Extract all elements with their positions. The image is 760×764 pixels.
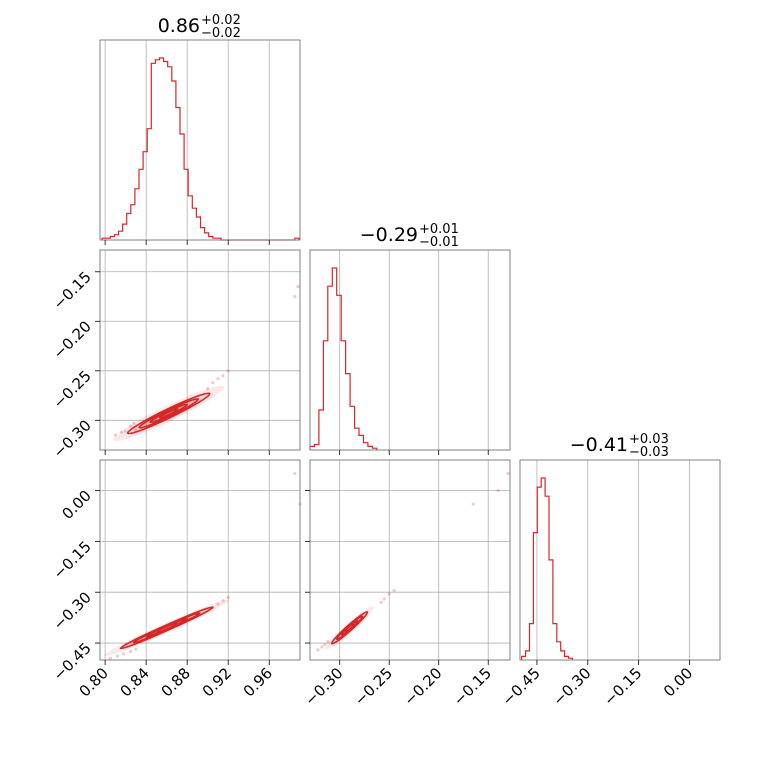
scatter-point <box>293 471 297 476</box>
scatter-point <box>496 488 500 493</box>
scatter-point <box>326 639 330 643</box>
scatter-point <box>132 421 136 425</box>
x-tick-label: −0.30 <box>549 664 594 709</box>
x-tick-label: −0.20 <box>400 664 445 709</box>
x-tick-label: 0.96 <box>240 664 276 700</box>
title-param-0: 0.86 <box>158 15 200 37</box>
scatter-point <box>323 643 327 647</box>
scatter-point <box>382 597 386 601</box>
x-tick-label: −0.30 <box>301 664 346 709</box>
scatter-point <box>226 595 230 599</box>
scatter-point <box>108 656 112 660</box>
scatter-point <box>134 647 138 651</box>
contour-level <box>344 623 355 633</box>
scatter-point <box>129 424 133 428</box>
scatter-point <box>471 502 475 506</box>
x-tick-label: 0.80 <box>76 664 112 700</box>
scatter-point <box>115 654 120 658</box>
scatter-point <box>211 381 215 385</box>
x-tick-label: −0.15 <box>600 664 645 709</box>
scatter-point <box>379 600 383 604</box>
title-param-2-minus: −0.03 <box>629 445 669 460</box>
contour-level <box>158 408 179 419</box>
title-param-2: −0.41 <box>570 434 628 456</box>
scatter-point <box>320 645 324 649</box>
x-tick-label: 0.92 <box>199 664 235 700</box>
scatter-point <box>296 285 300 289</box>
panel-frame-2-2 <box>519 459 721 661</box>
x-tick-label: 0.84 <box>117 664 153 700</box>
histogram-param-2 <box>521 477 573 660</box>
frames-layer <box>99 39 721 661</box>
scatter-point <box>216 602 220 606</box>
x-tick-label: 0.00 <box>660 664 696 700</box>
panel-frame-2-1 <box>309 459 511 661</box>
title-param-1-minus: −0.01 <box>419 235 459 250</box>
scatter-point <box>113 433 117 437</box>
y-tick-label: −0.30 <box>50 416 95 461</box>
panel-frame-2-0 <box>99 459 301 661</box>
data-layer <box>101 57 573 660</box>
grid-layer <box>100 40 690 660</box>
panel-frame-1-0 <box>99 249 301 451</box>
scatter-point <box>124 429 128 433</box>
scatter-point <box>121 652 126 656</box>
x-tick-label: −0.15 <box>450 664 495 709</box>
scatter-point <box>221 599 225 603</box>
scatter-point <box>119 430 124 434</box>
y-tick-label: 0.00 <box>58 487 94 523</box>
y-tick-label: −0.15 <box>50 537 95 582</box>
scatter-point <box>316 648 320 652</box>
scatter-point <box>392 588 396 593</box>
title-param-1: −0.29 <box>360 224 418 246</box>
y-tick-label: −0.15 <box>50 268 95 313</box>
scatter-point <box>293 294 297 299</box>
contour-level <box>126 392 211 435</box>
scatter-point <box>206 387 210 391</box>
title-param-2-plus: +0.03 <box>629 432 669 447</box>
histogram-param-1 <box>309 267 378 450</box>
title-param-0-plus: +0.02 <box>201 13 241 28</box>
y-tick-label: −0.20 <box>50 317 95 362</box>
scatter-point <box>216 377 220 381</box>
contour-level <box>155 622 178 634</box>
title-param-1-plus: +0.01 <box>419 222 459 237</box>
scatter-point <box>129 649 133 654</box>
x-tick-label: 0.88 <box>158 664 194 700</box>
scatter-point <box>221 374 225 378</box>
panel-frame-1-1 <box>309 249 511 451</box>
title-param-0-minus: −0.02 <box>201 26 241 41</box>
scatter-point <box>387 592 391 596</box>
contour-halo <box>113 385 225 442</box>
y-tick-label: −0.25 <box>50 367 95 412</box>
panel-frame-0-0 <box>99 39 301 241</box>
x-tick-label: −0.25 <box>351 664 396 709</box>
x-tick-label: −0.45 <box>499 664 544 709</box>
scatter-point <box>226 369 230 373</box>
scatter-point <box>506 471 510 476</box>
contour-level <box>138 398 200 429</box>
y-tick-label: −0.30 <box>50 588 95 633</box>
